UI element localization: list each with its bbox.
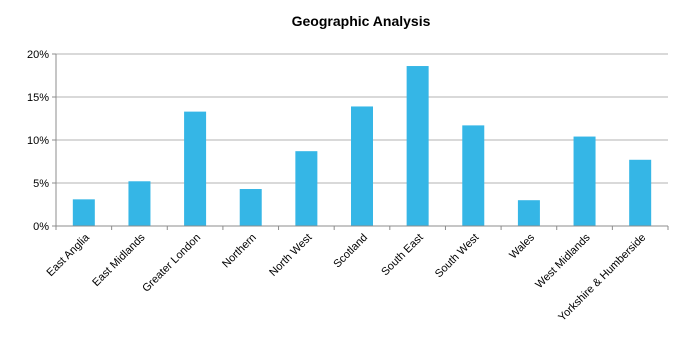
- bar: [517, 200, 540, 226]
- x-tick-label: Wales: [507, 231, 537, 261]
- y-tick-label: 5%: [33, 178, 49, 190]
- x-tick-label: East Anglia: [45, 231, 93, 279]
- y-tick-label: 0%: [33, 221, 49, 233]
- x-tick-label: North West: [267, 232, 314, 279]
- axes: [55, 54, 668, 227]
- bar: [462, 125, 485, 226]
- x-tick-label: East Midlands: [90, 231, 148, 289]
- bar: [239, 189, 262, 226]
- x-tick-label: South East: [379, 232, 426, 279]
- chart-title: Geographic Analysis: [292, 13, 431, 29]
- y-axis-ticks: 0% 5% 10% 15% 20%: [27, 49, 56, 233]
- x-tick-label: Northern: [220, 232, 259, 271]
- bars: [72, 66, 652, 226]
- bar: [184, 111, 207, 226]
- bar: [72, 199, 95, 226]
- y-tick-label: 20%: [27, 49, 49, 61]
- bar: [351, 106, 373, 226]
- y-tick-label: 10%: [27, 135, 49, 147]
- bar: [295, 151, 318, 226]
- bar: [406, 66, 429, 226]
- x-tick-label: South West: [433, 232, 482, 281]
- y-tick-label: 15%: [27, 92, 49, 104]
- bar: [573, 136, 596, 226]
- x-tick-label: West Midlands: [533, 231, 593, 291]
- bar: [629, 159, 652, 226]
- bar: [128, 181, 151, 226]
- x-tick-label: Scotland: [331, 232, 370, 271]
- x-tick-label: Greater London: [140, 232, 203, 295]
